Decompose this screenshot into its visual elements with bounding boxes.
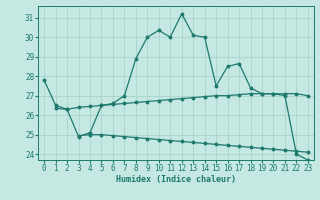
X-axis label: Humidex (Indice chaleur): Humidex (Indice chaleur): [116, 175, 236, 184]
